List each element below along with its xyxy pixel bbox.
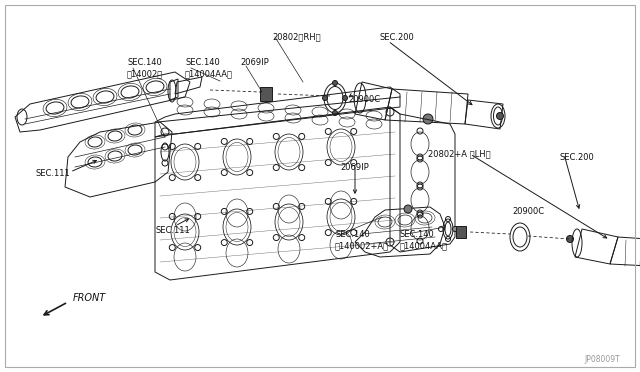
Circle shape [333, 110, 337, 115]
Text: 20900C: 20900C [348, 94, 380, 103]
Text: SEC.111: SEC.111 [155, 225, 189, 234]
Text: SEC.200: SEC.200 [380, 32, 415, 42]
Text: SEC.200: SEC.200 [559, 153, 594, 161]
Text: 2069IP: 2069IP [340, 163, 369, 171]
Text: 2069IP: 2069IP [240, 58, 269, 67]
Circle shape [423, 114, 433, 124]
Text: 20802+A 〈LH〉: 20802+A 〈LH〉 [428, 150, 491, 158]
Circle shape [566, 235, 573, 243]
Circle shape [404, 205, 412, 213]
Text: FRONT: FRONT [73, 293, 106, 303]
Text: 20900C: 20900C [512, 206, 544, 215]
Text: SEC.140: SEC.140 [127, 58, 162, 67]
Text: 20802〈RH〉: 20802〈RH〉 [272, 32, 321, 42]
Text: SEC.140: SEC.140 [400, 230, 435, 238]
Circle shape [497, 112, 504, 119]
Circle shape [333, 80, 337, 86]
Circle shape [342, 96, 348, 100]
Text: 〔140002+A〕: 〔140002+A〕 [335, 241, 389, 250]
Text: SEC.140: SEC.140 [185, 58, 220, 67]
Text: SEC.111: SEC.111 [35, 169, 70, 177]
Text: SEC.140: SEC.140 [335, 230, 370, 238]
Text: JP08009T: JP08009T [584, 355, 620, 364]
Text: ㅀ14002〕: ㅀ14002〕 [127, 70, 163, 78]
Text: 〔14004AA〕: 〔14004AA〕 [400, 241, 448, 250]
Circle shape [323, 96, 328, 100]
Bar [260, 87, 272, 101]
Bar [456, 226, 466, 238]
Text: 〔14004AA〕: 〔14004AA〕 [185, 70, 233, 78]
